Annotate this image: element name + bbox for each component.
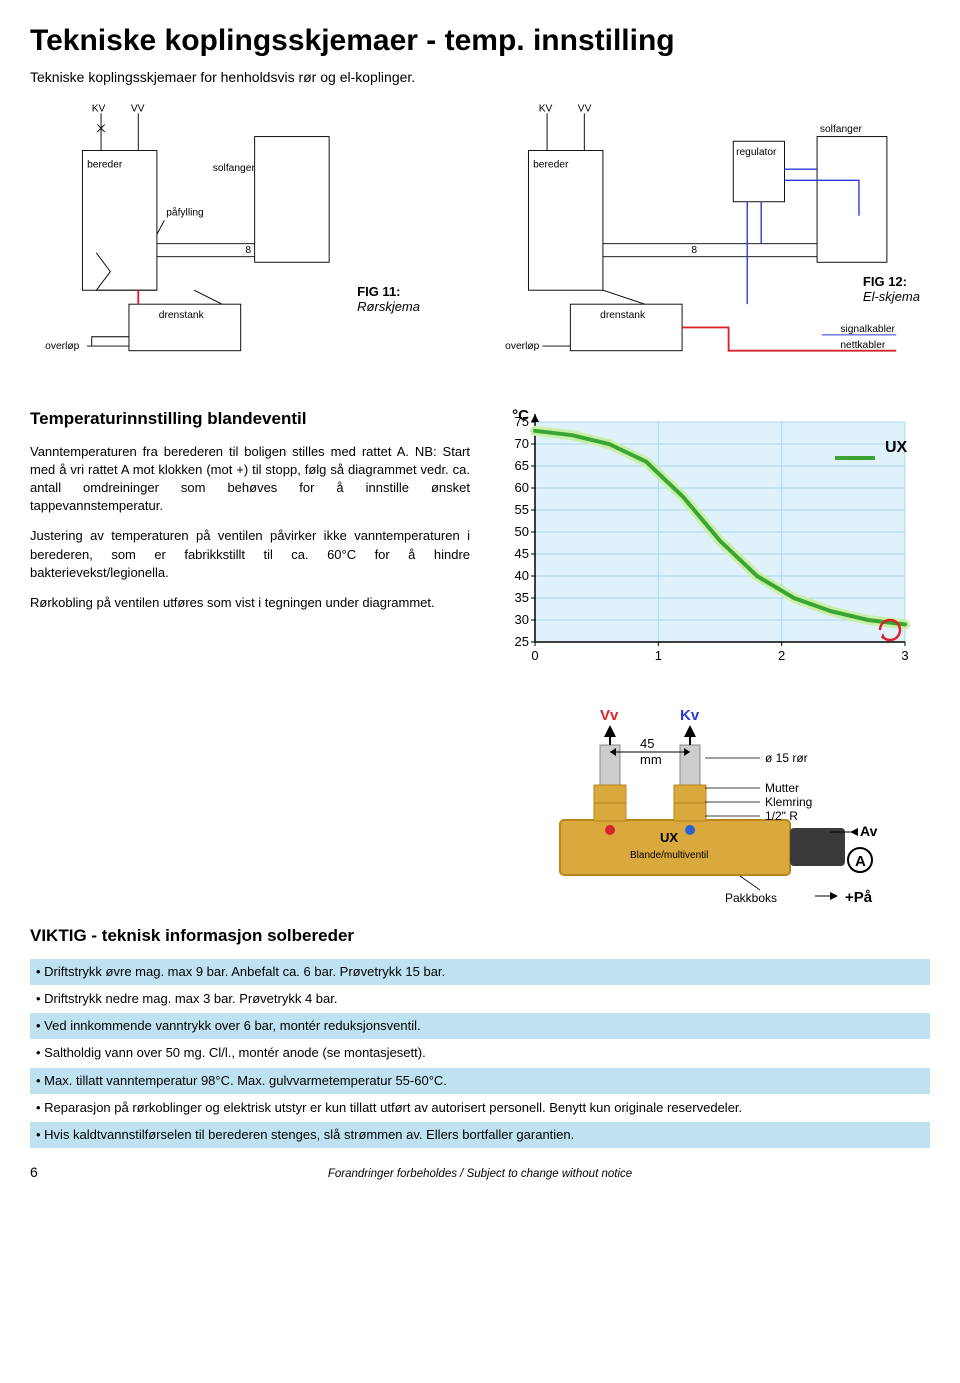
info-item: • Saltholdig vann over 50 mg. Cl/l., mon… (30, 1039, 930, 1066)
fig11-title: Rørskjema (357, 299, 420, 314)
page-footer: 6 Forandringer forbeholdes / Subject to … (30, 1166, 930, 1182)
svg-text:overløp: overløp (505, 340, 539, 351)
svg-text:65: 65 (515, 458, 529, 473)
svg-text:50: 50 (515, 524, 529, 539)
footer-text: Forandringer forbeholdes / Subject to ch… (328, 1168, 632, 1180)
svg-text:2: 2 (778, 648, 785, 663)
svg-text:8: 8 (245, 245, 251, 256)
valve-row: UX Blande/multiventil Vv Kv 45mm ø 15 rør Mutt… (30, 690, 930, 910)
svg-text:regulator: regulator (736, 147, 777, 158)
svg-text:Klemring: Klemring (765, 795, 812, 809)
svg-text:35: 35 (515, 590, 529, 605)
svg-text:+På: +På (845, 889, 873, 906)
temp-section: Temperaturinnstilling blandeventil Vannt… (30, 407, 930, 672)
page-subtitle: Tekniske koplingsskjemaer for henholdsvi… (30, 68, 930, 88)
temp-p2: Justering av temperaturen på ventilen på… (30, 527, 470, 582)
svg-text:KV: KV (539, 104, 553, 114)
fig11-container: bereder KV VV solfanger påfylling drenstank ov… (30, 104, 470, 379)
svg-text:Mutter: Mutter (765, 781, 799, 795)
svg-text:mm: mm (640, 752, 662, 767)
svg-text:nettkabler: nettkabler (840, 340, 886, 351)
fig11-num: FIG 11: (357, 284, 400, 299)
svg-text:bereder: bereder (533, 159, 569, 170)
svg-text:8: 8 (691, 245, 697, 256)
svg-text:0: 0 (531, 648, 538, 663)
svg-text:Blande/multiventil: Blande/multiventil (630, 850, 708, 861)
svg-text:45: 45 (515, 546, 529, 561)
fig11-svg: bereder KV VV solfanger påfylling drenstank ov… (30, 104, 470, 374)
info-item: • Driftstrykk nedre mag. max 3 bar. Prøv… (30, 985, 930, 1012)
page-number: 6 (30, 1163, 38, 1183)
fig12-caption: FIG 12: El-skjema (863, 274, 920, 305)
temp-heading: Temperaturinnstilling blandeventil (30, 407, 470, 431)
info-heading: VIKTIG - teknisk informasjon solbereder (30, 924, 930, 948)
temp-chart: 25303540455055606570750123°CUX (490, 407, 930, 672)
temp-text: Temperaturinnstilling blandeventil Vannt… (30, 407, 470, 672)
svg-text:40: 40 (515, 568, 529, 583)
svg-text:A: A (855, 853, 866, 870)
fig12-svg: bereder KV VV regulator solfanger drenstank ov… (490, 104, 930, 374)
svg-text:55: 55 (515, 502, 529, 517)
svg-text:60: 60 (515, 480, 529, 495)
svg-text:drenstank: drenstank (159, 310, 205, 321)
svg-text:bereder: bereder (87, 159, 123, 170)
svg-text:signalkabler: signalkabler (840, 324, 895, 335)
info-list: • Driftstrykk øvre mag. max 9 bar. Anbef… (30, 958, 930, 1148)
svg-text:Kv: Kv (680, 707, 700, 724)
svg-text:drenstank: drenstank (600, 310, 646, 321)
info-item: • Hvis kaldtvannstilførselen til bereder… (30, 1121, 930, 1148)
svg-text:solfanger: solfanger (820, 124, 863, 135)
svg-text:overløp: overløp (45, 340, 79, 351)
svg-text:70: 70 (515, 436, 529, 451)
svg-text:Av: Av (860, 823, 878, 839)
svg-text:KV: KV (92, 104, 106, 114)
svg-text:Pakkboks: Pakkboks (725, 891, 777, 905)
fig12-title: El-skjema (863, 289, 920, 304)
temp-p3: Rørkobling på ventilen utføres som vist … (30, 594, 470, 612)
svg-text:ø 15 rør: ø 15 rør (765, 751, 808, 765)
svg-text:1/2" R: 1/2" R (765, 809, 798, 823)
fig12-container: bereder KV VV regulator solfanger drenstank ov… (490, 104, 930, 379)
info-item: • Driftstrykk øvre mag. max 9 bar. Anbef… (30, 958, 930, 985)
temp-p1: Vanntemperaturen fra berederen til bolig… (30, 443, 470, 516)
svg-text:VV: VV (578, 104, 592, 114)
info-item: • Max. tillatt vanntemperatur 98°C. Max.… (30, 1067, 930, 1094)
page-title: Tekniske koplingsskjemaer - temp. innsti… (30, 20, 930, 62)
chart-svg: 25303540455055606570750123°CUX (490, 407, 930, 667)
svg-text:30: 30 (515, 612, 529, 627)
svg-text:3: 3 (901, 648, 908, 663)
svg-text:Vv: Vv (600, 707, 619, 724)
svg-text:°C: °C (512, 407, 529, 424)
diagram-row: bereder KV VV solfanger påfylling drenstank ov… (30, 104, 930, 379)
info-item: • Reparasjon på rørkoblinger og elektris… (30, 1094, 930, 1121)
svg-text:solfanger: solfanger (213, 163, 256, 174)
svg-text:1: 1 (655, 648, 662, 663)
info-item: • Ved innkommende vanntrykk over 6 bar, … (30, 1012, 930, 1039)
fig11-caption: FIG 11: Rørskjema (357, 284, 420, 315)
svg-text:25: 25 (515, 634, 529, 649)
svg-text:UX: UX (885, 439, 908, 456)
svg-text:45: 45 (640, 736, 654, 751)
svg-text:påfylling: påfylling (166, 206, 204, 218)
valve-svg: UX Blande/multiventil Vv Kv 45mm ø 15 rør Mutt… (500, 690, 930, 910)
svg-text:UX: UX (660, 830, 678, 845)
svg-text:VV: VV (131, 104, 145, 114)
fig12-num: FIG 12: (863, 274, 907, 289)
